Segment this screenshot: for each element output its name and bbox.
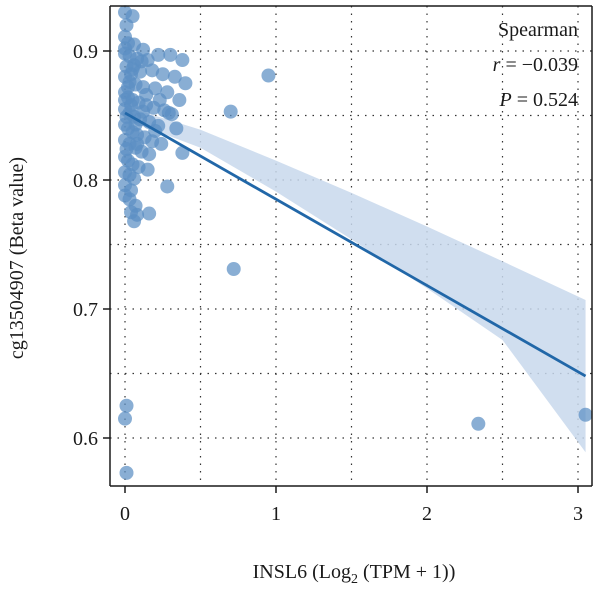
data-point-88 [118, 41, 132, 56]
stat-r: r = −0.039 [493, 54, 578, 76]
data-points-layer [118, 5, 593, 480]
data-point-96 [118, 411, 132, 426]
data-point-54 [142, 147, 157, 162]
data-point-95 [119, 398, 134, 413]
data-point-66 [160, 179, 175, 194]
x-tick-label-3: 3 [573, 503, 583, 525]
x-tick-label-2: 2 [422, 503, 432, 525]
axes [103, 5, 593, 493]
data-point-20 [178, 76, 193, 91]
data-point-97 [119, 465, 134, 480]
data-point-90 [261, 68, 276, 83]
data-point-87 [136, 104, 151, 119]
stat-p: P = 0.524 [499, 89, 579, 111]
data-point-19 [167, 69, 182, 84]
data-point-84 [161, 105, 176, 120]
data-point-27 [172, 93, 187, 108]
stat-r-value: = −0.039 [500, 54, 578, 76]
data-point-18 [155, 67, 170, 82]
x-axis-label-main: INSL6 (Log [253, 561, 351, 583]
stats-annotation: Spearman r = −0.039 P = 0.524 [493, 19, 578, 111]
data-point-2 [119, 18, 134, 33]
data-point-83 [119, 142, 134, 157]
y-tick-label-0.9: 0.9 [73, 41, 98, 63]
stat-p-value: = 0.524 [512, 89, 578, 111]
confidence-band-layer [125, 106, 586, 453]
x-axis-label-tail: (TPM + 1)) [358, 561, 455, 583]
data-point-49 [154, 136, 169, 151]
y-axis-label: cg13504907 (Beta value) [6, 157, 28, 359]
data-point-92 [226, 262, 241, 277]
x-axis-label-subscript: 2 [351, 572, 358, 587]
data-point-91 [223, 104, 238, 119]
data-point-93 [471, 416, 486, 431]
data-point-74 [121, 80, 136, 95]
data-point-42 [169, 121, 184, 136]
data-point-85 [152, 93, 167, 108]
confidence-band [125, 106, 586, 453]
data-point-55 [175, 145, 190, 160]
stat-p-symbol: P [499, 89, 512, 111]
y-tick-label-0.8: 0.8 [73, 170, 98, 192]
y-tick-label-0.6: 0.6 [73, 428, 98, 450]
data-point-80 [139, 87, 154, 102]
stat-method: Spearman [498, 19, 578, 41]
data-point-73 [127, 214, 142, 229]
data-point-13 [175, 53, 190, 68]
stat-r-symbol: r [493, 54, 501, 76]
data-point-76 [118, 93, 132, 108]
data-point-17 [145, 63, 160, 78]
data-point-72 [142, 206, 157, 221]
data-point-94 [578, 407, 593, 422]
y-tick-label-0.7: 0.7 [73, 299, 98, 321]
data-point-89 [127, 58, 142, 73]
regression-line-layer [124, 111, 587, 378]
data-point-11 [151, 47, 166, 62]
tick-labels: 0 1 2 3 0.6 0.7 0.8 0.9 [73, 41, 583, 525]
data-point-82 [130, 136, 145, 151]
x-tick-label-0: 0 [120, 503, 130, 525]
data-point-60 [140, 162, 155, 177]
x-axis-label: INSL6 (Log2 (TPM + 1)) [253, 561, 456, 587]
data-point-12 [163, 47, 178, 62]
regression-line [124, 111, 587, 378]
x-tick-label-1: 1 [271, 503, 281, 525]
